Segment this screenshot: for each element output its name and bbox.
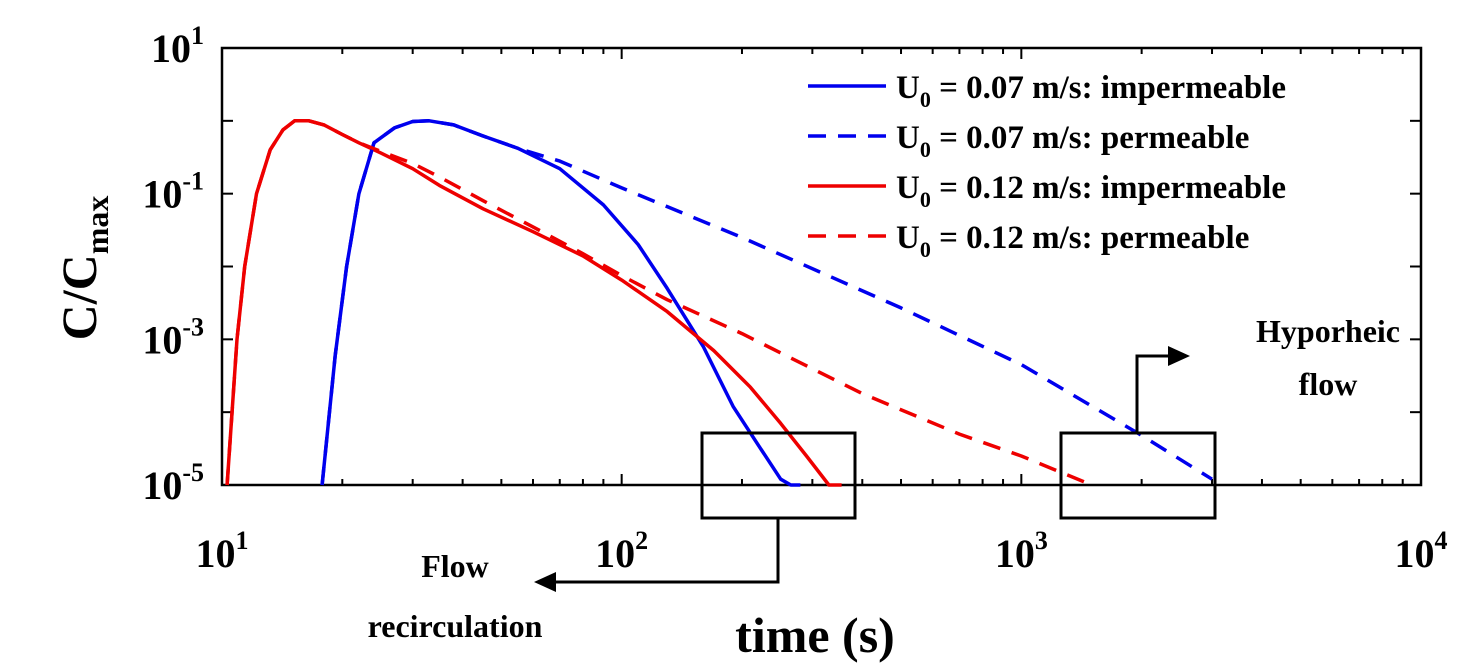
series-line-0 [320,119,801,487]
y-tick-label: 10-3 [142,312,204,362]
x-tick-label: 103 [995,526,1048,576]
annotation-hyporheic-flow: Hyporheic flow [1059,313,1400,520]
x-axis-label: time (s) [735,607,895,663]
series-line-1 [320,119,1213,486]
x-tick-label: 104 [1395,526,1448,576]
plot-frame [220,46,1423,487]
axis-ticks [221,47,1422,486]
y-tick-label: 10-5 [142,458,204,508]
legend-label-2: U0 = 0.12 m/s: impermeable [896,170,1286,212]
flow-recirculation-label-line2: recirculation [368,608,543,644]
x-tick-label: 101 [196,526,249,576]
x-tick-labels: 101 102 103 104 [196,526,1448,576]
legend-label-3: U0 = 0.12 m/s: permeable [896,220,1249,262]
x-tick-label: 102 [595,526,648,576]
hyporheic-flow-label-line1: Hyporheic [1256,313,1400,349]
flow-recirculation-arrowhead [534,572,556,592]
y-tick-labels: 101 10-1 10-3 10-5 [142,21,204,508]
flow-recirculation-label-line1: Flow [421,548,489,584]
flow-recirculation-arrow [552,518,780,584]
annotation-flow-recirculation: Flow recirculation [368,431,857,644]
series-line-3 [225,119,1093,487]
hyporheic-flow-label-line2: flow [1299,366,1358,402]
legend-label-1: U0 = 0.07 m/s: permeable [896,120,1249,162]
y-tick-label: 10-1 [142,167,204,217]
legend: U0 = 0.07 m/s: impermeable U0 = 0.07 m/s:… [808,70,1286,262]
legend-label-0: U0 = 0.07 m/s: impermeable [896,70,1286,112]
y-tick-label: 101 [151,21,204,71]
hyporheic-flow-arrow [1135,354,1172,433]
hyporheic-flow-box [1059,431,1217,520]
hyporheic-flow-arrowhead [1168,346,1190,366]
y-axis-label: C/Cmax [51,196,115,341]
